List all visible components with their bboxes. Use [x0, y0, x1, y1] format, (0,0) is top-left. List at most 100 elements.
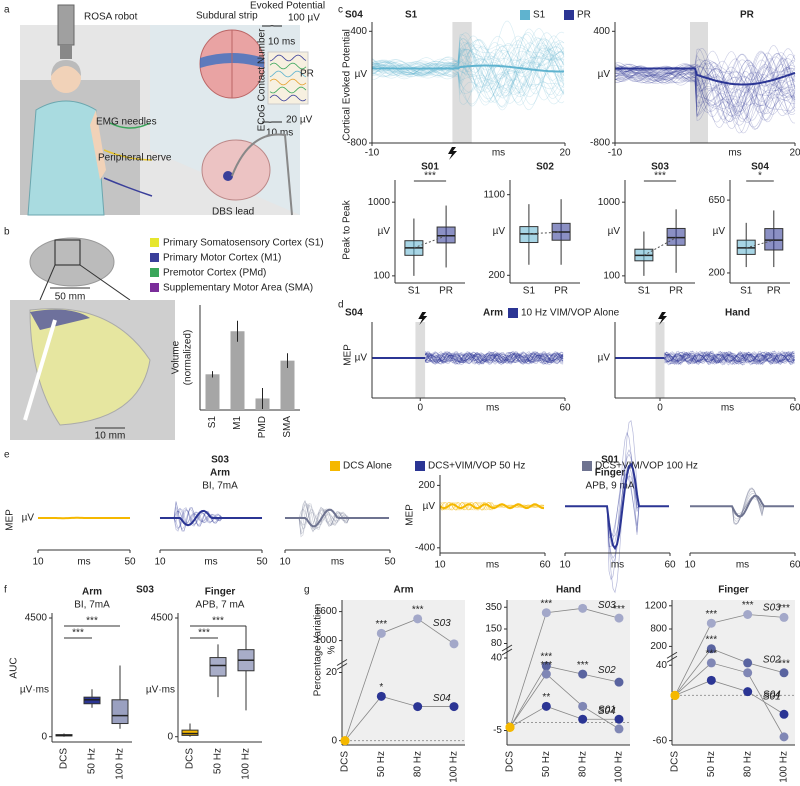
trial-trace: [614, 63, 796, 123]
mean-trace: [372, 64, 564, 73]
trial-trace: [614, 63, 796, 120]
trial-trace: [424, 353, 564, 363]
trial-trace: [424, 352, 564, 364]
x-tick-label: 80 Hz: [577, 751, 588, 777]
plot-title: Finger: [718, 585, 749, 596]
y-tick-label: 4500: [25, 613, 48, 624]
y-tick-label: 20: [326, 667, 338, 678]
dbs-render: [23, 319, 57, 421]
x-tick-label: 60: [789, 560, 800, 571]
trial-trace: [664, 350, 795, 366]
trial-trace: [664, 353, 795, 363]
legend-swatch: [520, 10, 530, 20]
y-tick-label: -400: [415, 542, 435, 553]
x-tick-label: 80 Hz: [742, 751, 753, 777]
subject-label: S04: [345, 10, 363, 21]
x-tick-label: 10: [279, 557, 291, 568]
x-tick-label: 50 Hz: [87, 748, 98, 774]
y-tick-label: 4500: [151, 613, 174, 624]
trial-trace: [614, 59, 796, 115]
y-tick-label: 400: [350, 26, 367, 37]
trial-trace: [424, 352, 564, 364]
trial-trace: [614, 51, 796, 112]
axis-label: %: [327, 645, 338, 654]
x-tick-label: 50: [124, 557, 136, 568]
subtitle: BI, 7mA: [202, 481, 238, 492]
x-tick-label: 20: [559, 148, 571, 159]
x-tick-label: 100 Hz: [614, 751, 625, 783]
trial-trace: [664, 354, 795, 362]
y-tick-label: -800: [590, 138, 610, 149]
sig-label: ***: [654, 171, 666, 182]
trial-trace: [614, 59, 796, 113]
point: [578, 603, 588, 613]
trial-trace: [664, 350, 795, 366]
sig-label: ***: [424, 171, 436, 182]
x-unit: ms: [492, 148, 505, 159]
bar: [205, 374, 220, 410]
point: [743, 687, 753, 697]
point: [743, 668, 753, 678]
bar: [230, 331, 245, 410]
trial-trace: [614, 45, 796, 120]
point: [706, 675, 716, 685]
label: EMG needles: [96, 117, 157, 128]
y-tick-label: 1000: [368, 197, 391, 208]
trial-trace: [424, 351, 564, 365]
stim-band: [452, 22, 472, 143]
trial-trace: [664, 353, 795, 363]
trial-trace: [614, 52, 796, 122]
sig-label: ***: [705, 634, 717, 645]
legend-swatch: [150, 253, 159, 262]
plot-title: Hand: [556, 585, 581, 596]
point: [449, 702, 459, 712]
legend-swatch: [582, 461, 592, 471]
scale-label: 10 mm: [95, 431, 126, 442]
trial-trace: [371, 35, 565, 88]
mean-trace: [615, 67, 796, 86]
ecog-trace: [269, 78, 307, 86]
trial-trace: [614, 67, 796, 112]
legend-label: S1: [533, 10, 546, 21]
x-tick-label: 50: [256, 557, 268, 568]
x-tick-label: 10: [154, 557, 166, 568]
x-tick-label: 50 Hz: [376, 751, 387, 777]
series-line: [344, 618, 455, 741]
y-tick-label: 0: [331, 735, 337, 746]
y-tick-label: 150: [485, 624, 502, 635]
sig-label: ***: [212, 616, 224, 627]
trial-trace: [371, 44, 565, 111]
trial-trace: [664, 354, 795, 362]
trial-trace: [371, 46, 565, 99]
sig-label: ***: [613, 604, 625, 615]
y-tick-label: 1600: [315, 606, 338, 617]
box: [111, 699, 129, 725]
box: [436, 226, 456, 244]
trial-trace: [371, 42, 565, 111]
x-tick-label: -10: [365, 148, 380, 159]
x-tick-label: 20: [789, 148, 800, 159]
sig-label: **: [542, 692, 550, 703]
point: [706, 644, 716, 654]
sig-label: ***: [540, 598, 552, 609]
stim-icon: [448, 147, 457, 160]
panel-label: b: [4, 227, 10, 238]
x-unit: ms: [721, 403, 734, 414]
trial-trace: [664, 354, 795, 362]
x-tick-label: PR: [554, 286, 568, 297]
legend-swatch: [150, 238, 159, 247]
cable: [103, 149, 153, 161]
trial-trace: [439, 501, 545, 511]
x-unit: ms: [77, 557, 90, 568]
trial-trace: [371, 42, 565, 93]
plot-title: Arm: [393, 585, 413, 596]
series-label: S01: [598, 704, 616, 715]
series-label: S02: [598, 665, 616, 676]
plot-title: Arm: [483, 308, 503, 319]
point: [505, 722, 515, 732]
trial-trace: [371, 33, 565, 107]
trial-trace: [439, 501, 545, 511]
trial-trace: [425, 354, 564, 362]
trial-trace: [424, 352, 564, 364]
sig-label: ***: [705, 609, 717, 620]
